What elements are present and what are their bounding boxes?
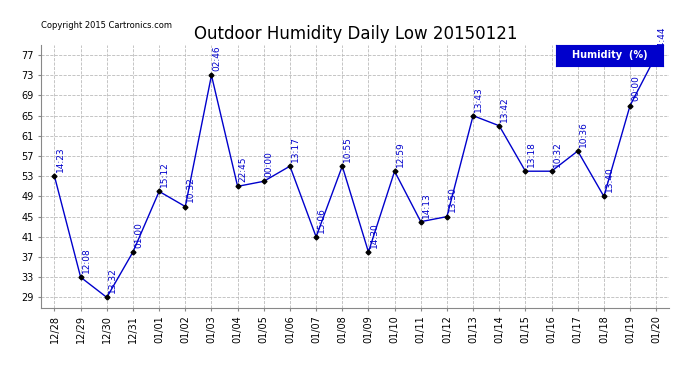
Text: 14:44: 14:44 <box>658 26 667 51</box>
Text: 10:32: 10:32 <box>553 141 562 167</box>
Text: 13:43: 13:43 <box>474 86 483 111</box>
Text: Copyright 2015 Cartronics.com: Copyright 2015 Cartronics.com <box>41 21 172 30</box>
Text: 10:36: 10:36 <box>579 121 588 147</box>
Text: 15:12: 15:12 <box>160 162 169 187</box>
Text: 13:17: 13:17 <box>291 136 300 162</box>
Text: 13:32: 13:32 <box>108 267 117 293</box>
Text: 13:40: 13:40 <box>605 166 614 192</box>
Text: 14:13: 14:13 <box>422 192 431 217</box>
Text: 10:32: 10:32 <box>186 177 195 203</box>
Text: 14:23: 14:23 <box>55 147 65 172</box>
Text: 12:08: 12:08 <box>81 247 90 273</box>
Text: 13:18: 13:18 <box>526 141 535 167</box>
Text: 13:42: 13:42 <box>500 96 509 122</box>
Text: 14:30: 14:30 <box>369 222 379 248</box>
Text: 22:45: 22:45 <box>239 157 248 182</box>
Text: 00:00: 00:00 <box>265 151 274 177</box>
Text: 13:50: 13:50 <box>448 187 457 213</box>
Text: 00:00: 00:00 <box>631 75 640 101</box>
Title: Outdoor Humidity Daily Low 20150121: Outdoor Humidity Daily Low 20150121 <box>194 26 517 44</box>
Text: 12:59: 12:59 <box>395 141 404 167</box>
Text: 15:06: 15:06 <box>317 207 326 232</box>
Text: 02:46: 02:46 <box>213 45 221 71</box>
Text: 01:00: 01:00 <box>134 222 143 248</box>
Text: 10:55: 10:55 <box>344 136 353 162</box>
